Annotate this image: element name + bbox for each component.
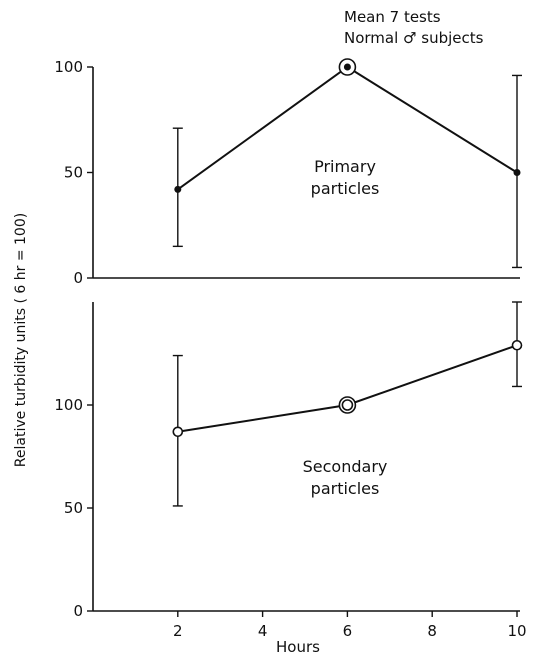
series-label: particles xyxy=(311,179,380,198)
y-tick-label: 0 xyxy=(73,269,83,287)
y-axis-label: Relative turbidity units ( 6 hr = 100) xyxy=(13,213,29,467)
data-point xyxy=(511,339,523,351)
x-tick-label: 2 xyxy=(173,622,183,640)
top-panel: 0 50 100 Primary particles xyxy=(54,58,522,287)
data-point xyxy=(172,426,184,438)
data-point xyxy=(343,63,351,71)
y-tick-label: 100 xyxy=(54,58,83,76)
annotation-line: Normal ♂ subjects xyxy=(344,29,484,47)
y-tick-label: 50 xyxy=(64,499,83,517)
series-label: Secondary xyxy=(303,457,388,476)
annotation: Mean 7 tests Normal ♂ subjects xyxy=(344,8,484,47)
data-point xyxy=(513,169,521,176)
y-tick-label: 50 xyxy=(64,164,83,182)
x-tick-label: 6 xyxy=(343,622,353,640)
series-label: particles xyxy=(311,479,380,498)
series-line xyxy=(177,344,518,433)
x-tick-label: 8 xyxy=(427,622,437,640)
data-point xyxy=(341,399,354,411)
series-label: Primary xyxy=(314,157,376,176)
x-axis-label: Hours xyxy=(276,638,320,656)
bottom-panel: 0 50 100 2 4 6 8 10 Secondary particles xyxy=(54,301,527,640)
y-tick-label: 0 xyxy=(73,602,83,620)
x-tick-label: 10 xyxy=(507,622,526,640)
annotation-line: Mean 7 tests xyxy=(344,8,441,26)
data-point xyxy=(174,185,182,193)
x-tick-label: 4 xyxy=(258,622,268,640)
y-tick-label: 100 xyxy=(54,396,83,414)
